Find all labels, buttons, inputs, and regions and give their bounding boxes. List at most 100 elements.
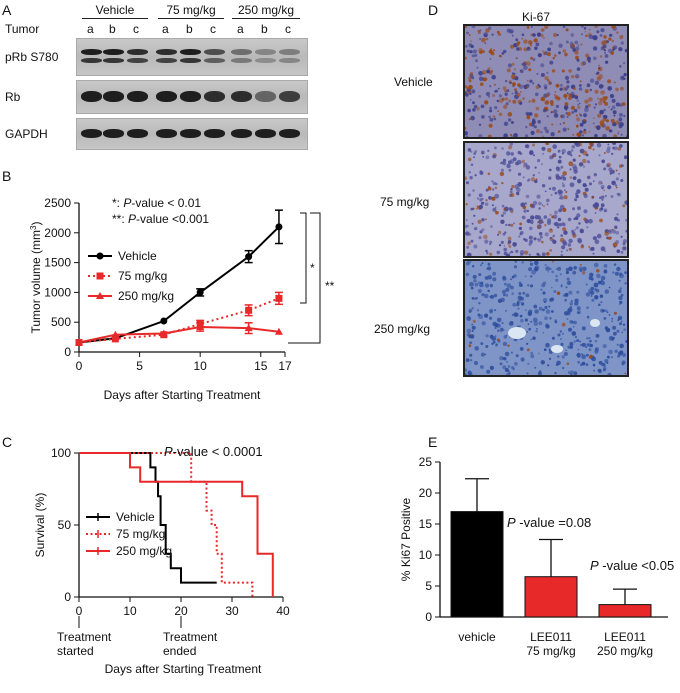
histology-cell	[568, 327, 572, 332]
histology-cell	[531, 98, 536, 103]
histology-cell	[502, 158, 507, 162]
histology-cell	[480, 352, 485, 357]
histology-cell	[505, 223, 508, 227]
histology-cell	[538, 201, 542, 206]
histology-cell	[585, 283, 588, 286]
histology-cell	[603, 35, 607, 39]
histology-cell	[481, 115, 485, 119]
histology-cell	[568, 96, 572, 100]
histology-cell	[608, 37, 612, 41]
histology-cell	[473, 244, 478, 249]
histology-cell	[533, 321, 539, 326]
panel-e-category-label: vehicle	[458, 630, 496, 644]
histology-cell	[594, 295, 599, 300]
histology-cell	[510, 278, 512, 281]
histology-cell	[510, 321, 514, 325]
histology-cell	[566, 92, 569, 95]
histology-cell	[550, 194, 553, 196]
histology-cell	[552, 110, 555, 113]
histology-cell	[499, 362, 502, 366]
histology-cell	[514, 88, 517, 92]
histology-cell	[584, 187, 589, 192]
histology-cell	[603, 152, 606, 154]
histology-cell	[511, 313, 514, 316]
histology-cell	[563, 352, 568, 356]
histology-cell	[519, 222, 523, 226]
histology-cell	[581, 354, 586, 360]
histology-cell	[585, 363, 589, 366]
histology-cell	[523, 209, 527, 213]
histology-cell	[493, 293, 498, 298]
histology-cell	[600, 207, 604, 211]
histology-cell	[497, 329, 500, 332]
panel-c-y-tick-label: 50	[58, 518, 72, 532]
histology-cell	[497, 32, 501, 36]
panel-b-legend-marker	[96, 272, 104, 280]
panel-c-y-tick-label: 0	[64, 590, 71, 604]
histology-cell	[494, 323, 499, 328]
histology-cell	[537, 159, 541, 163]
histology-cell	[568, 307, 573, 312]
histology-cell	[610, 118, 615, 123]
histology-cell	[557, 226, 560, 229]
histology-cell	[614, 184, 618, 187]
histology-cell	[516, 301, 520, 305]
histology-cell	[564, 54, 567, 57]
histology-cell	[467, 157, 472, 162]
histology-cell	[498, 244, 502, 247]
histology-cell	[502, 341, 508, 347]
histology-cell	[592, 180, 595, 183]
histology-cell	[489, 117, 494, 122]
histology-cell	[505, 334, 508, 337]
histology-cell	[465, 26, 468, 29]
histology-cell	[572, 270, 577, 275]
histology-cell	[617, 146, 622, 151]
histology-cell	[502, 329, 505, 332]
histology-cell	[562, 171, 567, 176]
panel-b-y-tick-label: 1000	[44, 285, 71, 299]
histology-cell	[539, 218, 543, 223]
histology-cell	[473, 156, 475, 159]
histology-cell	[527, 323, 530, 325]
histology-cell	[466, 181, 469, 185]
histology-cell	[544, 26, 549, 30]
histology-cell	[577, 352, 580, 355]
histology-cell	[571, 43, 575, 48]
histology-cell	[536, 73, 539, 75]
histology-cell	[469, 334, 475, 339]
histology-cell	[532, 174, 535, 177]
histology-cell	[611, 98, 616, 103]
histology-cell	[487, 134, 492, 137]
histology-cell	[473, 214, 476, 217]
histology-cell	[500, 168, 504, 172]
histology-cell	[618, 121, 623, 126]
histology-cell	[583, 113, 587, 118]
histology-cell	[620, 41, 624, 45]
blot-lane-label: c	[285, 22, 291, 36]
panel-e-category-label: 250 mg/kg	[597, 644, 653, 658]
histology-cell	[509, 143, 513, 146]
histology-cell	[581, 26, 584, 28]
histology-cell	[594, 288, 598, 292]
histology-cell	[530, 177, 536, 182]
histology-cell	[483, 33, 488, 38]
histology-cell	[465, 358, 470, 362]
histology-cell	[489, 240, 493, 244]
histology-cell	[531, 123, 535, 127]
histology-cell	[563, 122, 565, 125]
histology-cell	[473, 104, 478, 109]
panel-b-y-tick-label: 0	[64, 345, 71, 359]
histology-cell	[586, 226, 589, 229]
histology-cell	[474, 54, 478, 57]
panel-b-y-axis-label-text: Tumor volume (mm	[29, 230, 43, 334]
histology-cell	[557, 355, 560, 358]
histology-cell	[586, 306, 589, 309]
histology-cell	[469, 281, 474, 287]
histology-cell	[565, 191, 568, 193]
histology-cell	[560, 114, 565, 119]
histology-cell	[516, 57, 518, 59]
panel-e-annotation-2: P -value <0.05	[590, 558, 675, 573]
histology-cell	[486, 69, 490, 74]
histology-cell	[570, 149, 574, 152]
panel-b-data-point	[244, 324, 253, 332]
